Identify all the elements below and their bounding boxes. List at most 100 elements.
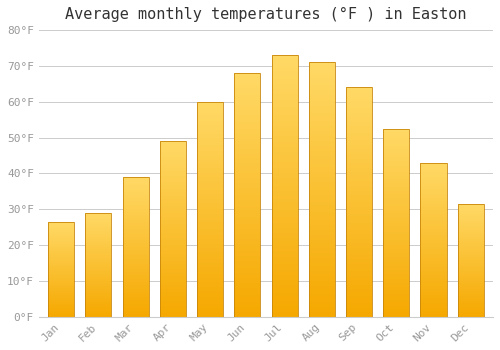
Bar (160, 284, 186, 285)
Bar (420, 224, 446, 226)
Bar (160, 285, 186, 287)
Bar (346, 204, 372, 207)
Bar (160, 157, 186, 159)
Bar (458, 238, 483, 239)
Bar (197, 220, 223, 222)
Bar (160, 290, 186, 292)
Bar (122, 259, 148, 261)
Bar (346, 88, 372, 90)
Bar (420, 290, 446, 292)
Bar (48, 256, 74, 257)
Bar (48, 285, 74, 286)
Bar (458, 264, 483, 265)
Bar (420, 176, 446, 178)
Bar (458, 237, 483, 238)
Bar (308, 253, 335, 256)
Bar (420, 201, 446, 203)
Bar (48, 311, 74, 312)
Bar (197, 244, 223, 246)
Bar (122, 209, 148, 211)
Bar (383, 307, 409, 309)
Bar (122, 215, 148, 216)
Bar (420, 312, 446, 314)
Bar (383, 204, 409, 206)
Bar (122, 236, 148, 237)
Bar (48, 290, 74, 291)
Bar (160, 246, 186, 248)
Bar (48, 312, 74, 313)
Bar (48, 266, 74, 267)
Bar (458, 271, 483, 272)
Bar (308, 113, 335, 116)
Bar (272, 183, 297, 186)
Bar (160, 201, 186, 203)
Bar (308, 169, 335, 172)
Bar (420, 315, 446, 317)
Bar (122, 244, 148, 245)
Bar (122, 315, 148, 317)
Bar (308, 78, 335, 80)
Bar (346, 101, 372, 104)
Bar (122, 184, 148, 186)
Bar (272, 136, 297, 139)
Bar (160, 256, 186, 257)
Bar (308, 276, 335, 279)
Bar (48, 228, 74, 229)
Bar (383, 292, 409, 294)
Bar (383, 272, 409, 274)
Bar (383, 215, 409, 217)
Bar (458, 231, 483, 232)
Bar (122, 264, 148, 265)
Bar (160, 301, 186, 303)
Bar (346, 246, 372, 248)
Bar (197, 127, 223, 130)
Bar (272, 84, 297, 86)
Bar (122, 198, 148, 200)
Bar (86, 284, 112, 285)
Bar (197, 209, 223, 211)
Bar (458, 265, 483, 266)
Bar (272, 228, 297, 230)
Bar (122, 285, 148, 286)
Bar (346, 166, 372, 168)
Bar (458, 213, 483, 214)
Bar (346, 163, 372, 166)
Bar (272, 144, 297, 147)
Bar (86, 236, 112, 237)
Bar (48, 300, 74, 301)
Bar (197, 298, 223, 300)
Bar (234, 132, 260, 134)
Bar (308, 152, 335, 154)
Bar (458, 232, 483, 233)
Bar (308, 167, 335, 169)
Bar (234, 280, 260, 283)
Bar (197, 282, 223, 285)
Bar (308, 116, 335, 118)
Bar (272, 58, 297, 61)
Bar (383, 166, 409, 168)
Bar (234, 90, 260, 93)
Bar (86, 228, 112, 229)
Bar (48, 233, 74, 234)
Bar (234, 202, 260, 205)
Bar (197, 205, 223, 207)
Bar (86, 271, 112, 272)
Bar (122, 214, 148, 215)
Bar (234, 205, 260, 207)
Bar (272, 74, 297, 76)
Bar (197, 315, 223, 317)
Bar (122, 294, 148, 296)
Bar (420, 252, 446, 254)
Bar (383, 290, 409, 292)
Bar (48, 315, 74, 316)
Bar (308, 197, 335, 200)
Bar (272, 100, 297, 102)
Bar (383, 202, 409, 204)
Bar (458, 267, 483, 268)
Bar (86, 313, 112, 314)
Bar (346, 202, 372, 204)
Bar (308, 156, 335, 159)
Bar (272, 107, 297, 110)
Bar (86, 262, 112, 263)
Bar (48, 271, 74, 272)
